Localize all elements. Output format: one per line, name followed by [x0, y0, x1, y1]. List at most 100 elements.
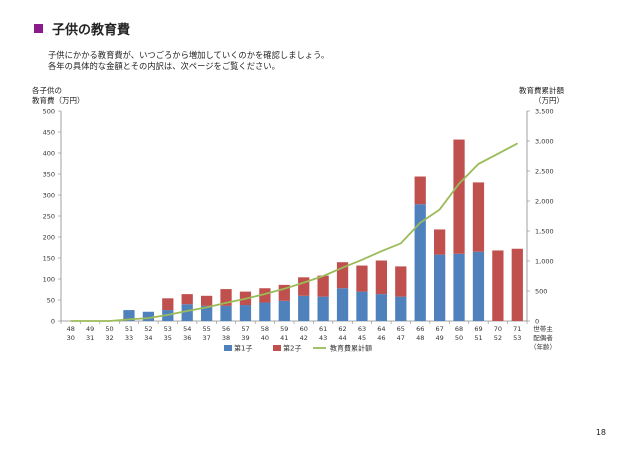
- cumulative-point: [206, 306, 208, 309]
- x-tick-label-head: 66: [416, 325, 424, 333]
- right-tick-label: 1,000: [535, 257, 554, 265]
- left-axis-title-line-1: 各子供の: [32, 86, 62, 95]
- x-tick-label-head: 59: [280, 325, 288, 333]
- x-tick-label-head: 58: [261, 325, 269, 333]
- x-tick-label-head: 68: [455, 325, 463, 333]
- right-axis-title-line-1: 教育費累計額: [519, 86, 564, 95]
- bar-child1: [375, 294, 388, 321]
- bar-child2: [278, 284, 290, 301]
- left-tick-label: 350: [43, 170, 55, 178]
- cumulative-point: [400, 242, 402, 244]
- right-tick-label: 3,000: [535, 137, 554, 145]
- x-tick-label-head: 53: [164, 325, 172, 333]
- x-tick-label-head: 62: [338, 325, 346, 333]
- x-tick-label-spouse: 35: [164, 334, 172, 342]
- cumulative-line: [70, 142, 518, 322]
- bar-child2: [356, 265, 368, 292]
- right-tick-label: 2,500: [535, 167, 554, 175]
- bar-child1: [472, 251, 485, 321]
- cumulative-point: [186, 310, 188, 312]
- x-tick-label-spouse: 33: [125, 334, 133, 342]
- bar-child2: [414, 176, 426, 205]
- right-tick-label: 1,500: [535, 227, 554, 235]
- x-tick-label-spouse: 48: [416, 334, 424, 342]
- right-tick-label: 2,000: [535, 197, 554, 205]
- bar-child2: [433, 229, 446, 255]
- bar-child1: [317, 296, 329, 321]
- bar-child1: [298, 295, 310, 321]
- cumulative-point: [70, 320, 72, 322]
- x-tick-label-spouse: 45: [358, 334, 366, 342]
- bar-child1: [433, 254, 446, 321]
- bar-child2: [317, 275, 329, 297]
- cumulative-point: [322, 275, 324, 277]
- cumulative-point: [439, 209, 441, 211]
- x-tick-label-head: 50: [105, 325, 113, 333]
- legend-label-child1: 第1子: [234, 344, 252, 353]
- legend-label-cumulative: 教育費累計額: [330, 344, 372, 353]
- cumulative-point: [244, 298, 247, 300]
- x-tick-label-spouse: 36: [183, 334, 191, 342]
- cumulative-point: [361, 259, 363, 261]
- cumulative-point: [341, 267, 344, 269]
- cumulative-point: [264, 293, 266, 295]
- left-tick-label: 100: [43, 275, 55, 283]
- x-tick-label-spouse: 46: [377, 334, 385, 342]
- page-title-text: 子供の教育費: [52, 23, 131, 38]
- left-axis-title-line-2: 教育費（万円）: [32, 96, 85, 105]
- bar-child1: [239, 305, 252, 321]
- cumulative-point: [497, 153, 499, 155]
- left-tick-label: 200: [43, 233, 55, 241]
- x-tick-label-spouse: 49: [435, 334, 443, 342]
- x-tick-label-head: 64: [377, 325, 385, 333]
- x-tick-label-spouse: 34: [144, 334, 152, 342]
- left-tick-label: 0: [51, 317, 55, 325]
- right-axis-title: 教育費累計額 （万円）: [519, 86, 564, 106]
- x-tick-label-spouse: 50: [455, 334, 463, 342]
- page-title: 子供の教育費: [34, 19, 130, 38]
- bar-child2: [511, 248, 523, 321]
- title-square-icon: [34, 24, 43, 33]
- cumulative-point: [108, 320, 111, 322]
- x-tick-label-spouse: 30: [67, 334, 75, 342]
- cumulative-point: [516, 142, 518, 145]
- left-tick-label: 250: [43, 212, 55, 220]
- bar-child1: [453, 253, 465, 321]
- cumulative-point: [380, 250, 382, 252]
- x-tick-label-head: 69: [474, 325, 482, 333]
- page-number: 18: [595, 428, 606, 437]
- x-tick-label-spouse: 39: [241, 334, 249, 342]
- left-axis-title: 各子供の 教育費（万円）: [32, 86, 85, 106]
- x-tick-label-head: 60: [300, 325, 308, 333]
- bar-child2: [453, 139, 465, 254]
- cumulative-point: [147, 317, 149, 319]
- bar-child1: [278, 300, 290, 321]
- x-tick-label-spouse: 31: [86, 334, 94, 342]
- bar-child1: [395, 296, 407, 321]
- left-tick-label: 450: [43, 128, 55, 136]
- bar-child2: [298, 277, 310, 296]
- bar-child1: [142, 311, 155, 321]
- x-tick-label-head: 61: [319, 325, 327, 333]
- cumulative-point: [128, 318, 130, 321]
- cumulative-point: [419, 222, 421, 224]
- cumulative-point: [458, 183, 460, 185]
- bar-child1: [181, 304, 193, 321]
- x-tick-label-head: 54: [183, 325, 191, 333]
- x-axis-title-line: 世帯主: [533, 324, 553, 333]
- x-tick-label-spouse: 37: [202, 334, 210, 342]
- x-tick-label-head: 63: [358, 325, 366, 333]
- left-tick-label: 150: [43, 254, 55, 262]
- cumulative-point: [283, 288, 285, 290]
- bar-child1: [259, 302, 271, 321]
- x-tick-label-head: 48: [67, 325, 75, 333]
- bar-child1: [414, 204, 426, 321]
- x-tick-label-spouse: 52: [494, 334, 502, 342]
- x-tick-label-spouse: 51: [474, 334, 482, 342]
- bar-child2: [220, 289, 232, 306]
- bar-child2: [259, 288, 271, 303]
- bar-child2: [200, 295, 213, 306]
- bar-child2: [375, 260, 388, 295]
- x-tick-label-head: 49: [86, 325, 94, 333]
